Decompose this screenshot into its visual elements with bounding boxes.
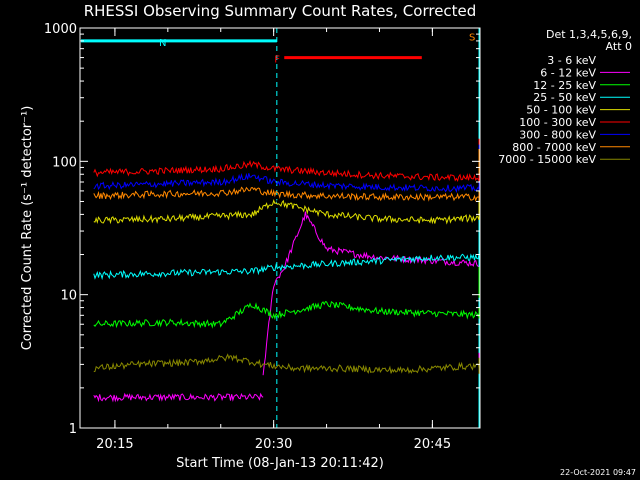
plot-frame (79, 27, 481, 429)
series-6-segment-0 (93, 172, 480, 193)
legend-entry-3: 25 - 50 keV (533, 91, 596, 104)
x-tick-label-1: 20:30 (255, 437, 292, 452)
series-7-segment-0 (93, 186, 480, 202)
y-tick-label-1: 10 (60, 289, 77, 304)
series-1-segment-0 (93, 392, 264, 403)
axis-layer: 20:15 20:30 20:45 1 10 100 1000 (44, 22, 480, 452)
x-tick-label-0: 20:15 (96, 437, 133, 452)
legend-entry-4: 50 - 100 keV (526, 104, 596, 117)
y-tick-label-2: 100 (52, 155, 77, 170)
legend-entry-2: 12 - 25 keV (533, 79, 596, 92)
legend-entry-7: 800 - 7000 keV (512, 141, 596, 154)
legend-header-1: Att 0 (606, 40, 632, 53)
y-tick-label-0: 1 (69, 422, 77, 437)
chart-title: RHESSI Observing Summary Count Rates, Co… (84, 2, 477, 20)
flag-label-S: S (469, 32, 475, 43)
legend-entry-0: 3 - 6 keV (547, 54, 596, 67)
flag-label-N: N (159, 38, 166, 49)
series-0-segment-0 (93, 365, 253, 429)
footer-timestamp: 22-Oct-2021 09:47 (560, 468, 636, 477)
y-axis-label: Corrected Count Rate (s⁻¹ detector⁻¹) (20, 106, 35, 351)
legend-entry-5: 100 - 300 keV (519, 116, 596, 129)
series-8-segment-0 (93, 353, 480, 374)
legend-entry-1: 6 - 12 keV (540, 66, 596, 79)
y-tick-label-3: 1000 (44, 22, 77, 37)
x-tick-label-2: 20:45 (414, 437, 451, 452)
series-2-segment-0 (93, 300, 480, 329)
legend-header-0: Det 1,3,4,5,6,9, (546, 28, 632, 41)
flag-label-F: F (274, 55, 280, 66)
legend-entry-8: 7000 - 15000 keV (498, 153, 596, 166)
legend-entry-6: 300 - 800 keV (519, 128, 596, 141)
x-axis-label: Start Time (08-Jan-13 20:11:42) (176, 456, 384, 471)
